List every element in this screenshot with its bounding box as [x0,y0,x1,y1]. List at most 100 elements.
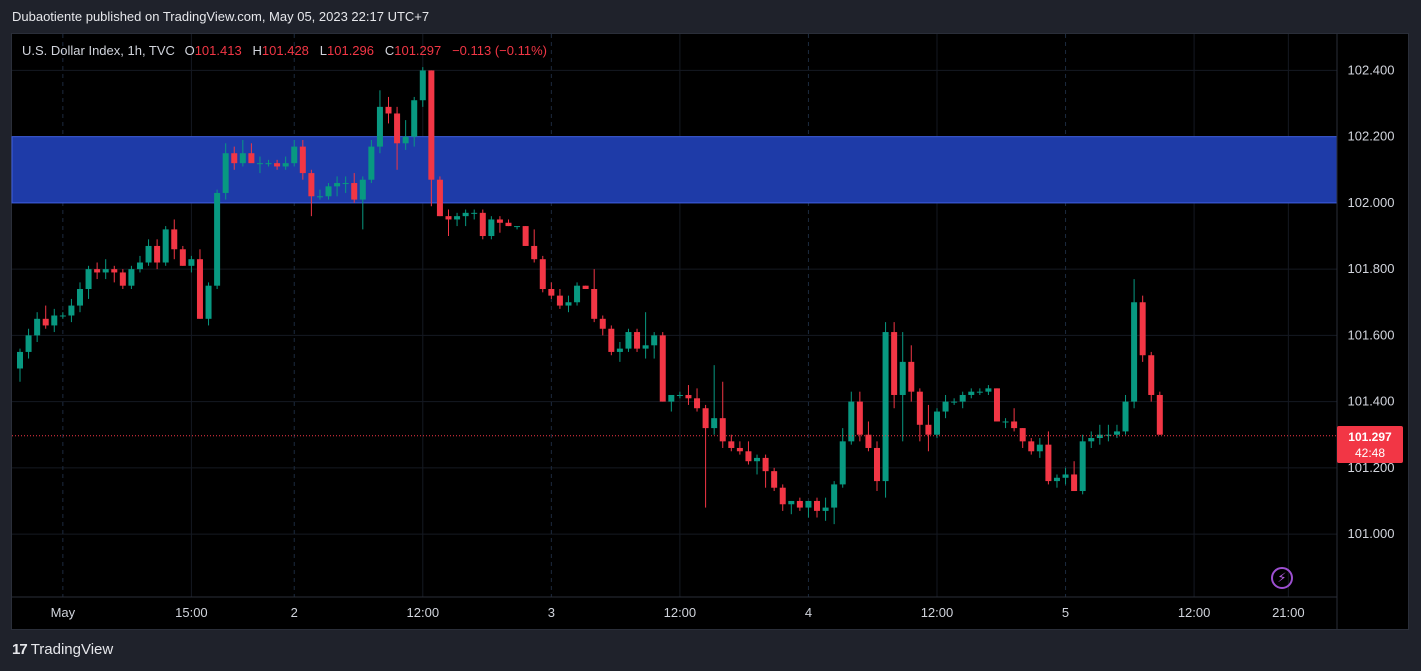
candle [651,332,658,359]
candle-body [916,391,923,425]
candle-body [316,196,323,198]
candle-body [76,289,83,306]
candle-body [214,192,221,286]
candle-body [711,418,718,429]
candle-body [642,345,649,349]
candle-body [85,269,92,290]
candle [462,209,469,227]
candles-layer [17,67,1163,525]
candle-body [1105,434,1112,436]
candle-body [599,318,606,329]
candle [1139,295,1146,362]
candle-body [136,262,143,270]
candle [419,67,426,107]
candle [136,255,143,273]
tradingview-logo[interactable]: 17 TradingView [12,641,113,658]
candle [933,408,940,439]
candle [385,96,392,124]
tradingview-mark-icon: 17 [12,641,28,658]
candle-body [394,113,401,144]
candle-body [1011,421,1018,429]
supply-zone-rectangle[interactable] [11,136,1338,204]
candle-body [428,70,435,180]
open-value: 101.413 [194,43,242,58]
candle-body [822,507,829,511]
candle [702,404,709,508]
chart-grid [12,34,1337,597]
candle [822,497,829,521]
time-tick-label: 12:00 [407,605,440,620]
candle-body [205,285,212,319]
candle [325,183,332,200]
candle-body [942,401,949,412]
candle [788,500,795,515]
candle-body [51,315,58,326]
candle [754,454,761,475]
candle [248,143,255,164]
candle-body [479,212,486,237]
candle-body [402,136,409,144]
candle [394,106,401,170]
candle [1028,438,1035,455]
candle [59,312,66,319]
candle [574,282,581,306]
high-value: 101.428 [261,43,309,58]
candle [796,497,803,511]
candle [445,209,452,237]
candle [1011,408,1018,432]
candle [1148,351,1155,402]
candle-body [17,351,23,369]
candle-body [34,318,41,336]
candle-body [1156,394,1163,435]
candle-body [1113,431,1120,435]
candle [479,209,486,240]
candle [496,216,503,233]
candle [1156,391,1163,435]
candle-body [128,269,135,286]
candle-body [188,259,195,266]
candle [514,226,521,230]
candle [694,388,701,412]
candle-body [574,285,581,303]
candle [34,312,41,342]
candle-body [694,398,701,409]
candle-body [565,302,572,306]
symbol-legend[interactable]: U.S. Dollar Index, 1h, TVC O101.413 H101… [22,43,547,58]
candle [25,328,32,359]
candle-body [925,424,932,435]
price-axis: 102.400 102.200 102.000 101.800 101.600 101.4… [1348,62,1395,541]
close-value: 101.297 [394,43,442,58]
candle-body [94,269,101,273]
candle [985,385,992,395]
candle [162,226,169,266]
chart-pane[interactable] [11,33,1409,630]
time-axis: May 15:00 2 12:00 3 12:00 4 12:00 5 12:00 21:00 [51,605,1305,620]
candle [128,265,135,290]
candle [411,96,418,147]
candle-body [308,173,315,197]
candle [959,391,966,409]
lightning-bolt-icon[interactable]: ⚡ [1271,567,1293,589]
candle [1079,434,1086,495]
candle [616,341,623,362]
candle-body [282,163,289,167]
time-tick-label: 12:00 [921,605,954,620]
close-label: C [384,43,395,58]
candle-body [1028,441,1035,452]
candle [1071,461,1078,492]
candle [179,245,186,266]
time-tick-label: 15:00 [175,605,208,620]
candle-body [848,401,855,442]
candle [899,332,906,442]
candle-body [985,388,992,392]
candle-body [1053,477,1060,482]
candle [548,282,555,299]
candle-body [514,226,521,228]
candle-body [1096,434,1103,439]
candle [925,404,932,452]
candle-body [231,153,238,164]
time-tick-label: 3 [548,605,555,620]
candle-body [616,348,623,352]
candle-body [882,332,889,482]
